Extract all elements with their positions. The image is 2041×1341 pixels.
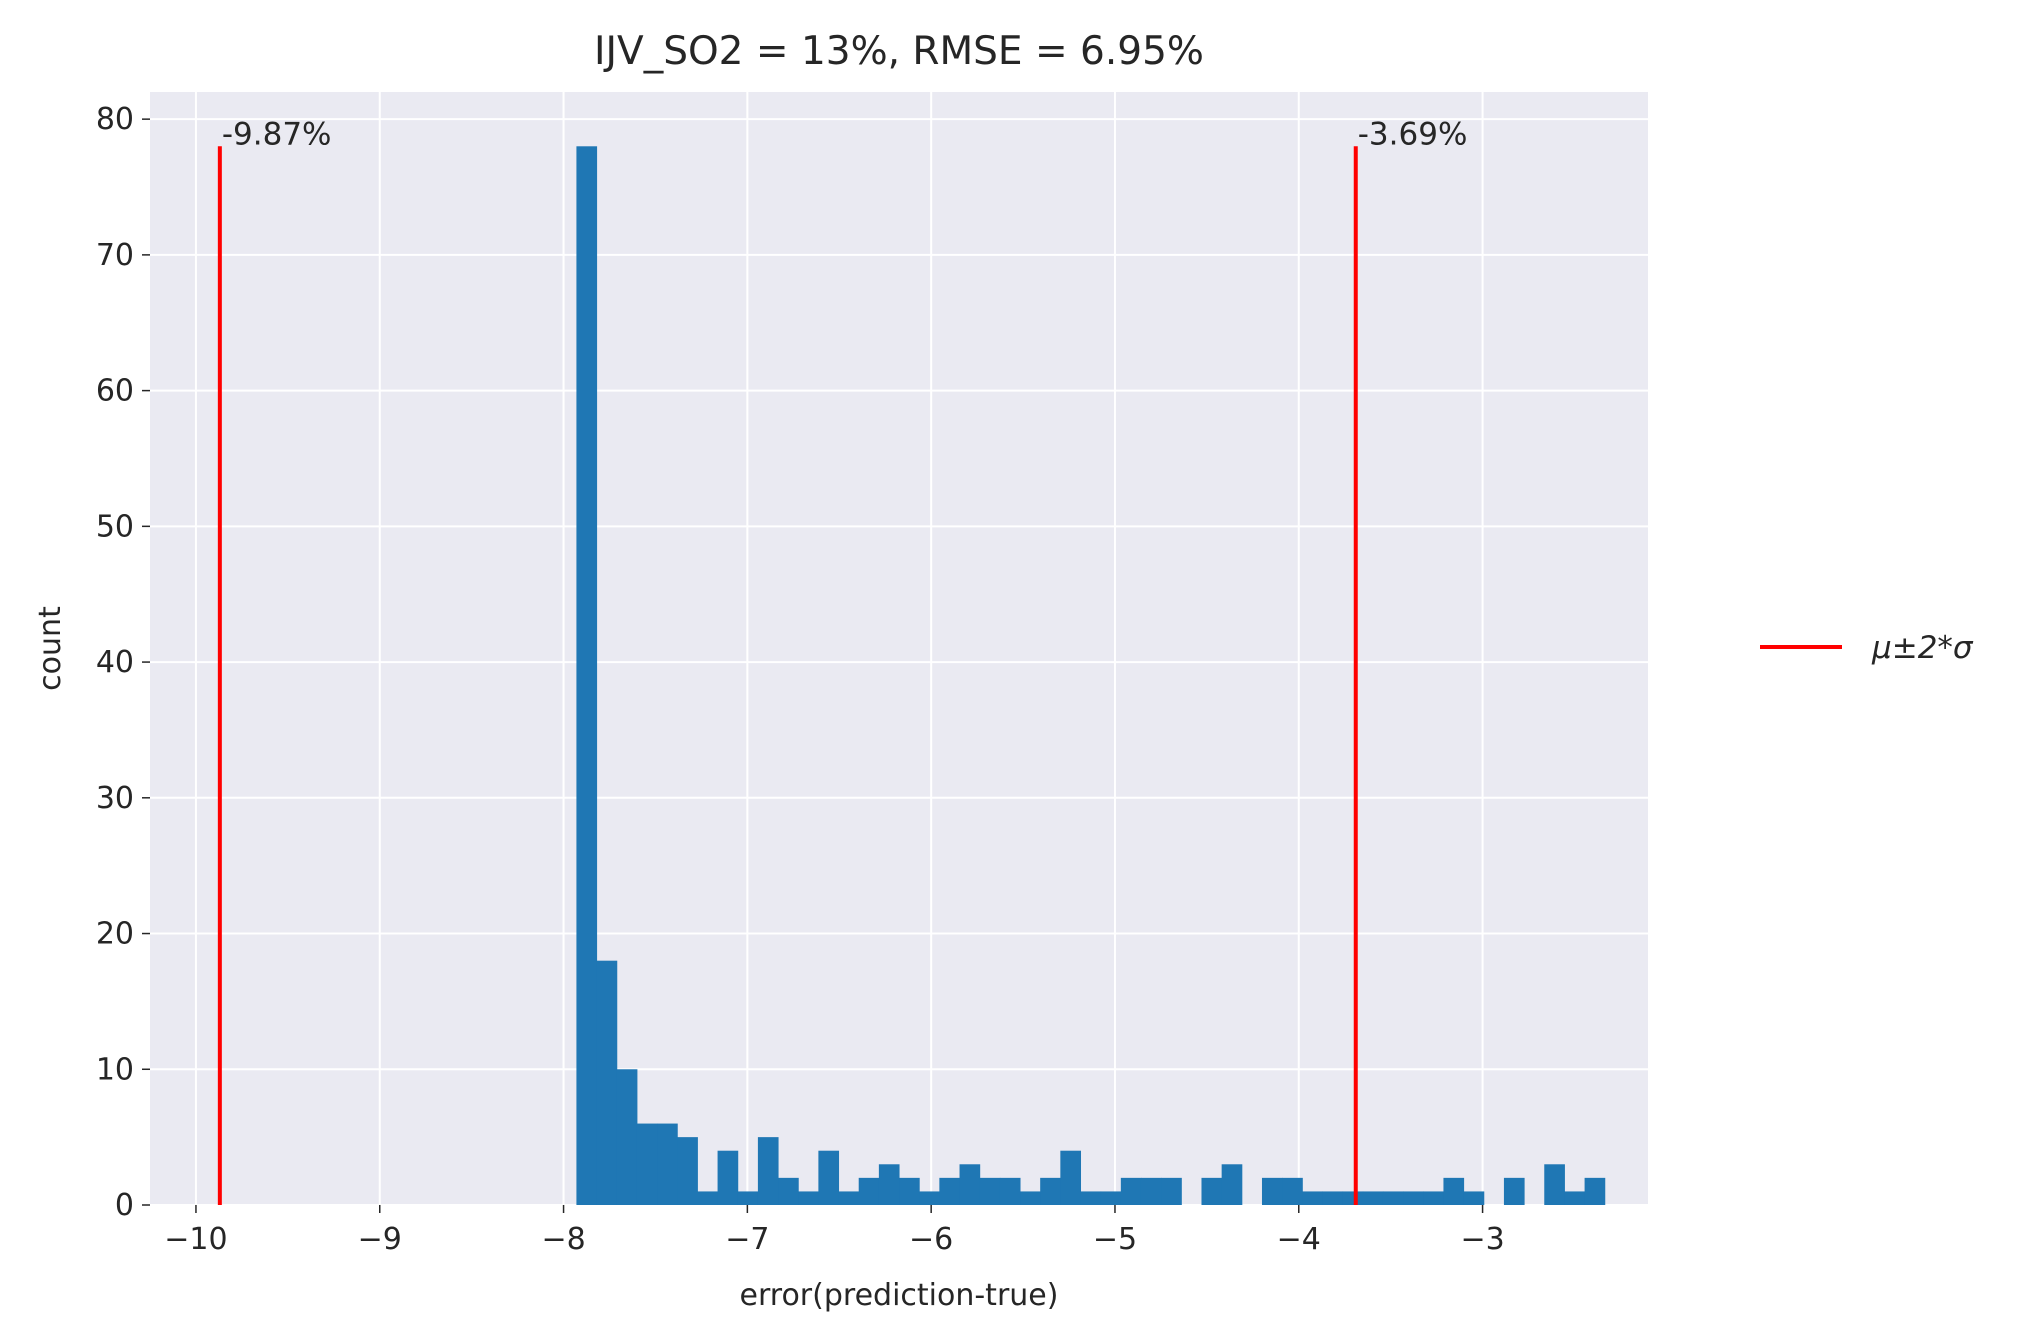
x-tick-label: −10 (164, 1222, 227, 1257)
histogram-bar (878, 1164, 900, 1205)
histogram-bar (1463, 1191, 1485, 1205)
histogram-bar (1261, 1177, 1283, 1205)
x-tick-label: −6 (909, 1222, 953, 1257)
histogram-bar (1040, 1177, 1061, 1205)
x-tick-label: −3 (1460, 1222, 1504, 1257)
histogram-bar (1282, 1177, 1303, 1205)
histogram-bar (778, 1177, 799, 1205)
histogram-bar (1201, 1177, 1223, 1205)
histogram-bar (636, 1123, 658, 1205)
y-axis-ticks: 0 10 20 30 40 50 60 70 80 (96, 102, 150, 1223)
histogram-bar (596, 960, 618, 1205)
histogram-bar (1302, 1191, 1323, 1205)
reference-label: -3.69% (1358, 116, 1468, 152)
y-tick-label: 10 (96, 1052, 134, 1087)
histogram-bar (576, 146, 598, 1205)
histogram-bar (1423, 1191, 1444, 1205)
y-axis-label: count (33, 606, 68, 691)
histogram-bar (1503, 1177, 1525, 1205)
histogram-bar (999, 1177, 1021, 1205)
plot-area (150, 92, 1648, 1205)
histogram-bar (616, 1069, 638, 1205)
histogram-bar (798, 1191, 819, 1205)
histogram-bar (1060, 1150, 1082, 1205)
histogram-bar (1382, 1191, 1404, 1205)
y-tick-label: 20 (96, 917, 134, 952)
histogram-bar (959, 1164, 981, 1205)
histogram-bar (717, 1150, 739, 1205)
histogram-bar (1403, 1191, 1424, 1205)
histogram-bar (899, 1177, 920, 1205)
histogram-bar (657, 1123, 678, 1205)
histogram-bar (1100, 1191, 1122, 1205)
y-tick-label: 0 (115, 1188, 134, 1223)
histogram-bar (737, 1191, 759, 1205)
histogram-bar (1584, 1177, 1606, 1205)
histogram-bar (1342, 1191, 1364, 1205)
histogram-bar (1443, 1177, 1465, 1205)
histogram-bar (1221, 1164, 1243, 1205)
reference-annotations: -9.87% -3.69% (222, 116, 1468, 152)
histogram-bar (1161, 1177, 1182, 1205)
chart-title: IJV_SO2 = 13%, RMSE = 6.95% (594, 29, 1204, 74)
legend-label: μ±2*σ (1871, 630, 1974, 666)
y-tick-label: 80 (96, 102, 134, 137)
y-tick-label: 50 (96, 509, 134, 544)
histogram-bar (1564, 1191, 1586, 1205)
histogram-bar (979, 1177, 1001, 1205)
y-tick-label: 30 (96, 781, 134, 816)
histogram-bar (1080, 1191, 1102, 1205)
histogram-bar (1140, 1177, 1162, 1205)
x-tick-label: −4 (1277, 1222, 1321, 1257)
histogram-bar (939, 1177, 961, 1205)
x-axis-ticks: −10 −9 −8 −7 −6 −5 −4 −3 (164, 1205, 1505, 1257)
histogram-bar (1322, 1191, 1344, 1205)
y-tick-label: 70 (96, 238, 134, 273)
reference-label: -9.87% (222, 116, 332, 152)
histogram-bar (858, 1177, 880, 1205)
histogram-bar (818, 1150, 840, 1205)
x-tick-label: −8 (541, 1222, 585, 1257)
histogram-bar (1120, 1177, 1142, 1205)
histogram-bar (757, 1137, 779, 1205)
histogram-bar (677, 1137, 698, 1205)
histogram-bar (1362, 1191, 1384, 1205)
x-tick-label: −9 (358, 1222, 402, 1257)
y-tick-label: 60 (96, 374, 134, 409)
histogram-bar (1020, 1191, 1041, 1205)
histogram-bar (919, 1191, 940, 1205)
histogram-bar (1544, 1164, 1565, 1205)
histogram-bars (576, 146, 1606, 1205)
reference-lines (217, 146, 1358, 1205)
y-tick-label: 40 (96, 645, 134, 680)
histogram-bar (838, 1191, 860, 1205)
grid-lines (150, 92, 1648, 1206)
x-tick-label: −7 (725, 1222, 769, 1257)
x-tick-label: −5 (1093, 1222, 1137, 1257)
x-axis-label: error(prediction-true) (740, 1278, 1059, 1313)
legend: μ±2*σ (1760, 630, 1974, 666)
histogram-bar (697, 1191, 719, 1205)
